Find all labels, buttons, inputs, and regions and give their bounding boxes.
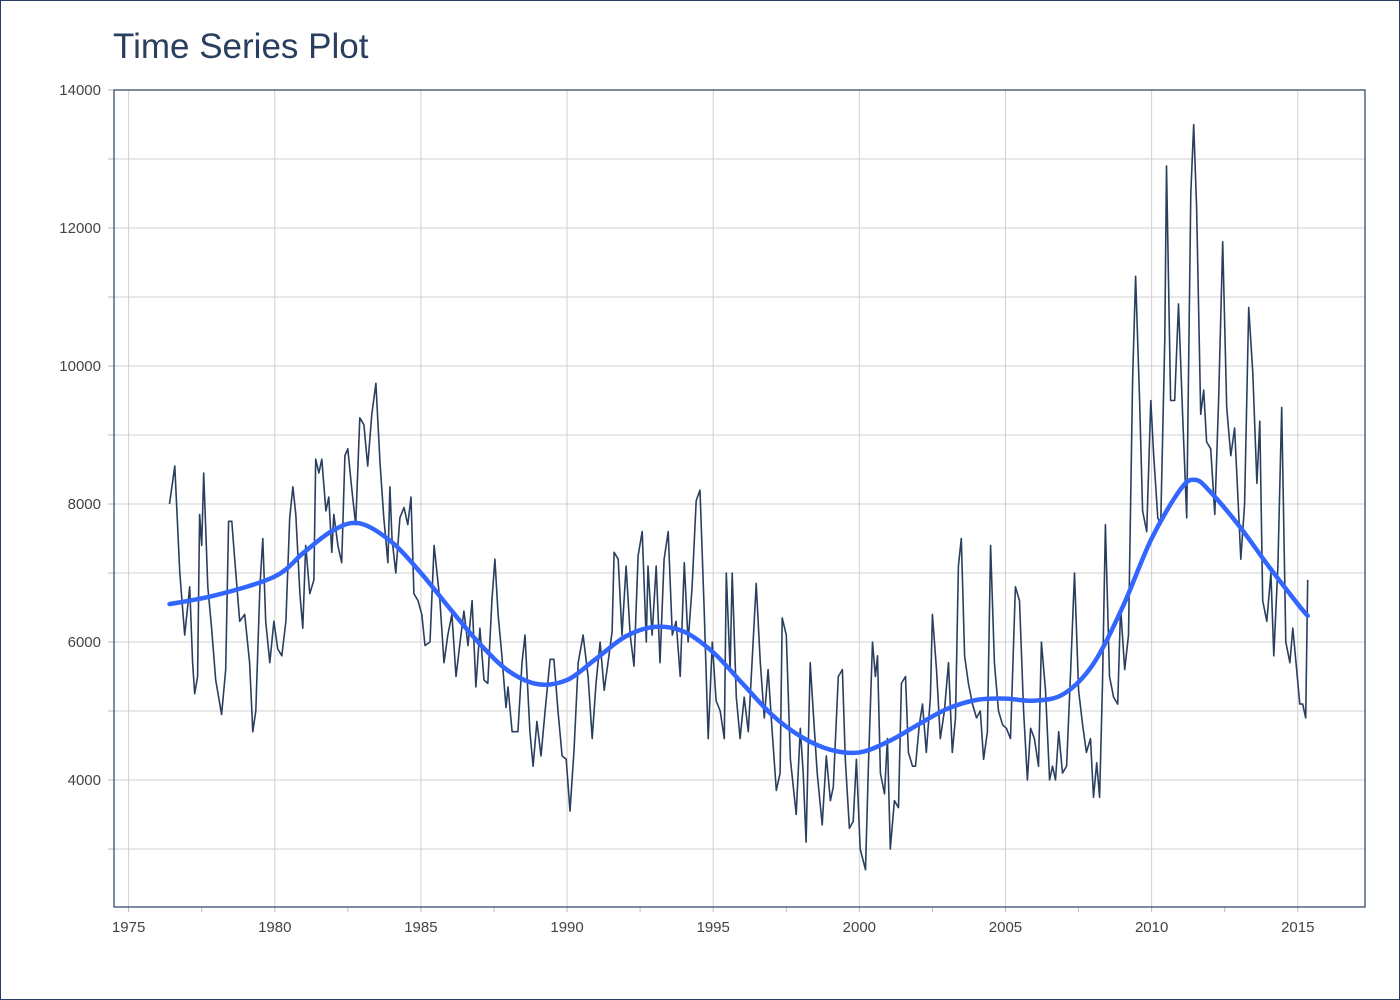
x-tick-label: 1975 (112, 919, 145, 936)
y-tick-label: 4000 (68, 772, 101, 789)
x-tick-label: 2015 (1281, 919, 1314, 936)
y-tick-label: 6000 (68, 634, 101, 651)
x-tick-label: 2005 (989, 919, 1022, 936)
x-tick-label: 2010 (1135, 919, 1168, 936)
y-tick-label: 8000 (68, 496, 101, 513)
y-tick-label: 14000 (59, 82, 101, 99)
plot-frame (113, 89, 1366, 908)
chart-title: Time Series Plot (113, 27, 369, 66)
x-tick-label: 1995 (697, 919, 730, 936)
y-tick-label: 10000 (59, 358, 101, 375)
y-tick-label: 12000 (59, 220, 101, 237)
x-tick-label: 1985 (404, 919, 437, 936)
x-tick-label: 1980 (258, 919, 291, 936)
x-tick-label: 2000 (843, 919, 876, 936)
x-tick-label: 1990 (550, 919, 583, 936)
axes: 4000 6000 8000 10000 12000 14000 1975 1980 1985 1… (59, 82, 1366, 936)
series-line-trend (167, 477, 1310, 756)
grid (114, 89, 1365, 907)
series-line-raw (168, 123, 1309, 871)
series-lines (167, 123, 1310, 871)
